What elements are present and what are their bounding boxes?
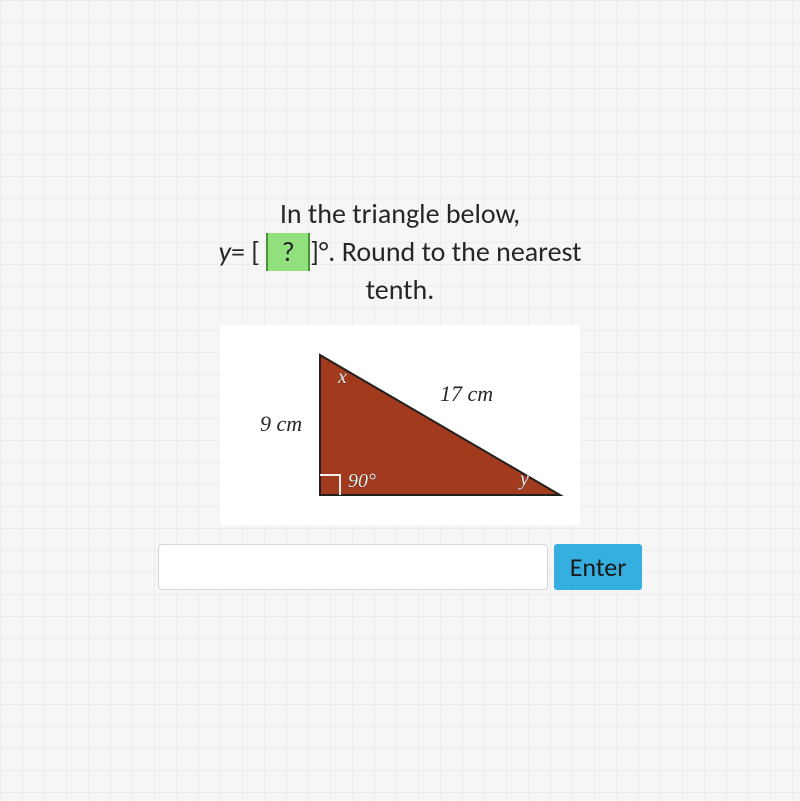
answer-blank: ? — [266, 233, 310, 271]
enter-button[interactable]: Enter — [554, 544, 643, 590]
prompt-line3: tenth. — [366, 272, 435, 307]
answer-row: Enter — [0, 544, 800, 590]
prompt-before-blank: = [ — [231, 234, 260, 269]
diagram-container: x 90° y 9 cm 17 cm — [0, 325, 800, 525]
hypotenuse-label: 17 cm — [440, 381, 493, 407]
angle-y-label: y — [518, 468, 529, 490]
triangle-diagram: x 90° y 9 cm 17 cm — [220, 325, 580, 525]
angle-90-label: 90° — [348, 470, 376, 492]
prompt-line1: In the triangle below, — [280, 196, 520, 231]
question-prompt: In the triangle below, y= [ ?]°. Round t… — [120, 195, 680, 308]
prompt-variable: y — [218, 234, 231, 269]
answer-input[interactable] — [158, 544, 548, 590]
left-side-label: 9 cm — [260, 411, 302, 437]
angle-x-label: x — [337, 366, 347, 388]
prompt-after-blank: ]°. Round to the nearest — [310, 234, 581, 269]
